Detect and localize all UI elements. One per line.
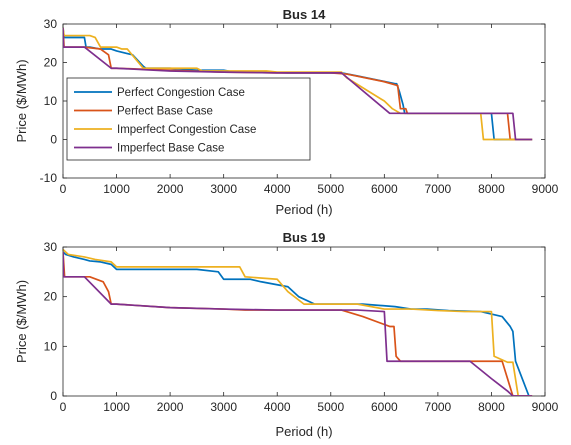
x-tick-label: 3000: [210, 182, 237, 196]
y-tick-label: 30: [44, 240, 58, 254]
x-tick-label: 9000: [532, 400, 559, 414]
legend-entry: Perfect Base Case: [117, 106, 213, 118]
panel-1: 0 1000 2000 3000 4000 5000 6000 7000 8000 9000 -10…: [14, 7, 559, 217]
x-tick-label: 6000: [371, 182, 398, 196]
y-tick-label: 0: [50, 389, 57, 403]
x-tick-label: 9000: [532, 182, 559, 196]
legend-entry: Perfect Congestion Case: [117, 87, 245, 99]
series-line-imperfect-congestion: [63, 248, 533, 396]
y-axis-label: Price ($/MWh): [14, 59, 29, 142]
x-axis-label: Period (h): [275, 202, 332, 217]
series-group: [63, 248, 533, 396]
x-tick-label: 4000: [264, 400, 291, 414]
y-axis-label: Price ($/MWh): [14, 280, 29, 363]
series-group: [63, 27, 533, 141]
x-tick-label: 2000: [157, 400, 184, 414]
x-tick-label: 8000: [478, 400, 505, 414]
chart-title: Bus 19: [283, 230, 326, 245]
x-tick-label: 0: [60, 182, 67, 196]
x-tick-label: 1000: [103, 182, 130, 196]
y-tick-label: 0: [50, 133, 57, 147]
x-tick-label: 5000: [317, 182, 344, 196]
x-tick-label: 2000: [157, 182, 184, 196]
x-tick-label: 6000: [371, 400, 398, 414]
series-line-imperfect-base: [63, 27, 533, 141]
x-tick-label: 4000: [264, 182, 291, 196]
panel-2: 0 1000 2000 3000 4000 5000 6000 7000 8000 9000 0 10…: [14, 230, 559, 439]
x-tick-label: 3000: [210, 400, 237, 414]
y-tick-label: 10: [44, 339, 58, 353]
x-tick-label: 5000: [317, 400, 344, 414]
x-tick-label: 7000: [425, 182, 452, 196]
plot-area: [62, 246, 546, 397]
x-tick-label: 0: [60, 400, 67, 414]
x-tick-label: 1000: [103, 400, 130, 414]
y-tick-label: 20: [44, 290, 58, 304]
legend-entry: Imperfect Congestion Case: [117, 124, 256, 136]
legend: Perfect Congestion Case Perfect Base Case…: [66, 77, 311, 161]
chart-title: Bus 14: [283, 7, 326, 22]
y-tick-label: -10: [40, 171, 58, 185]
x-tick-label: 7000: [425, 400, 452, 414]
y-tick-label: 10: [44, 94, 58, 108]
y-tick-label: 30: [44, 17, 58, 31]
y-tick-label: 20: [44, 56, 58, 70]
x-tick-label: 8000: [478, 182, 505, 196]
x-axis-label: Period (h): [275, 424, 332, 439]
series-line-imperfect-base: [63, 251, 533, 396]
legend-entry: Imperfect Base Case: [117, 143, 224, 155]
